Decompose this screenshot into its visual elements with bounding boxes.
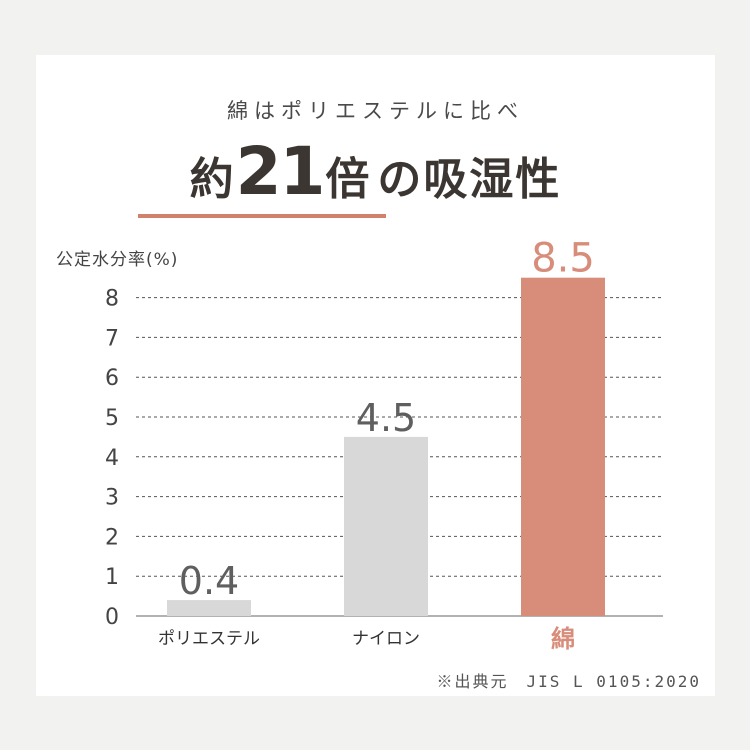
headline-underline: [138, 214, 386, 218]
y-axis-label: 公定水分率(%): [56, 250, 178, 270]
y-tick-label: 3: [105, 486, 119, 511]
chart-subtitle: 綿はポリエステルに比べ: [227, 99, 524, 123]
headline-suffix: の吸湿性: [377, 154, 562, 205]
source-note: ※出典元 JIS L 0105:2020: [436, 672, 701, 691]
y-tick-label: 4: [105, 446, 119, 471]
bar-chart: 公定水分率(%) 0 1 2 3 4 5 6 7 8 0.4 4.5 8.5 ポリエステル ナイロン 綿: [56, 236, 663, 653]
y-tick-label: 8: [105, 287, 119, 312]
bar: [521, 277, 605, 616]
bar-value-label: 4.5: [356, 396, 416, 440]
y-tick-label: 6: [105, 366, 119, 391]
headline-number: 21: [235, 133, 326, 210]
x-tick-label: ナイロン: [352, 629, 420, 649]
headline-prefix: 約: [189, 154, 234, 205]
x-tick-label: 綿: [551, 625, 575, 653]
bar: [344, 436, 428, 616]
bar: [167, 600, 251, 616]
y-tick-label: 1: [105, 565, 119, 590]
chart-headline: 約21倍 の吸湿性: [36, 133, 715, 210]
y-tick-label: 7: [105, 326, 119, 351]
bar-value-label: 0.4: [179, 559, 239, 603]
y-tick-label: 0: [105, 605, 119, 630]
y-tick-label: 2: [105, 525, 119, 550]
x-tick-label: ポリエステル: [158, 629, 260, 649]
bar-value-label: 8.5: [531, 236, 595, 282]
headline-multiplier: 倍: [325, 154, 370, 205]
y-tick-label: 5: [105, 406, 119, 431]
